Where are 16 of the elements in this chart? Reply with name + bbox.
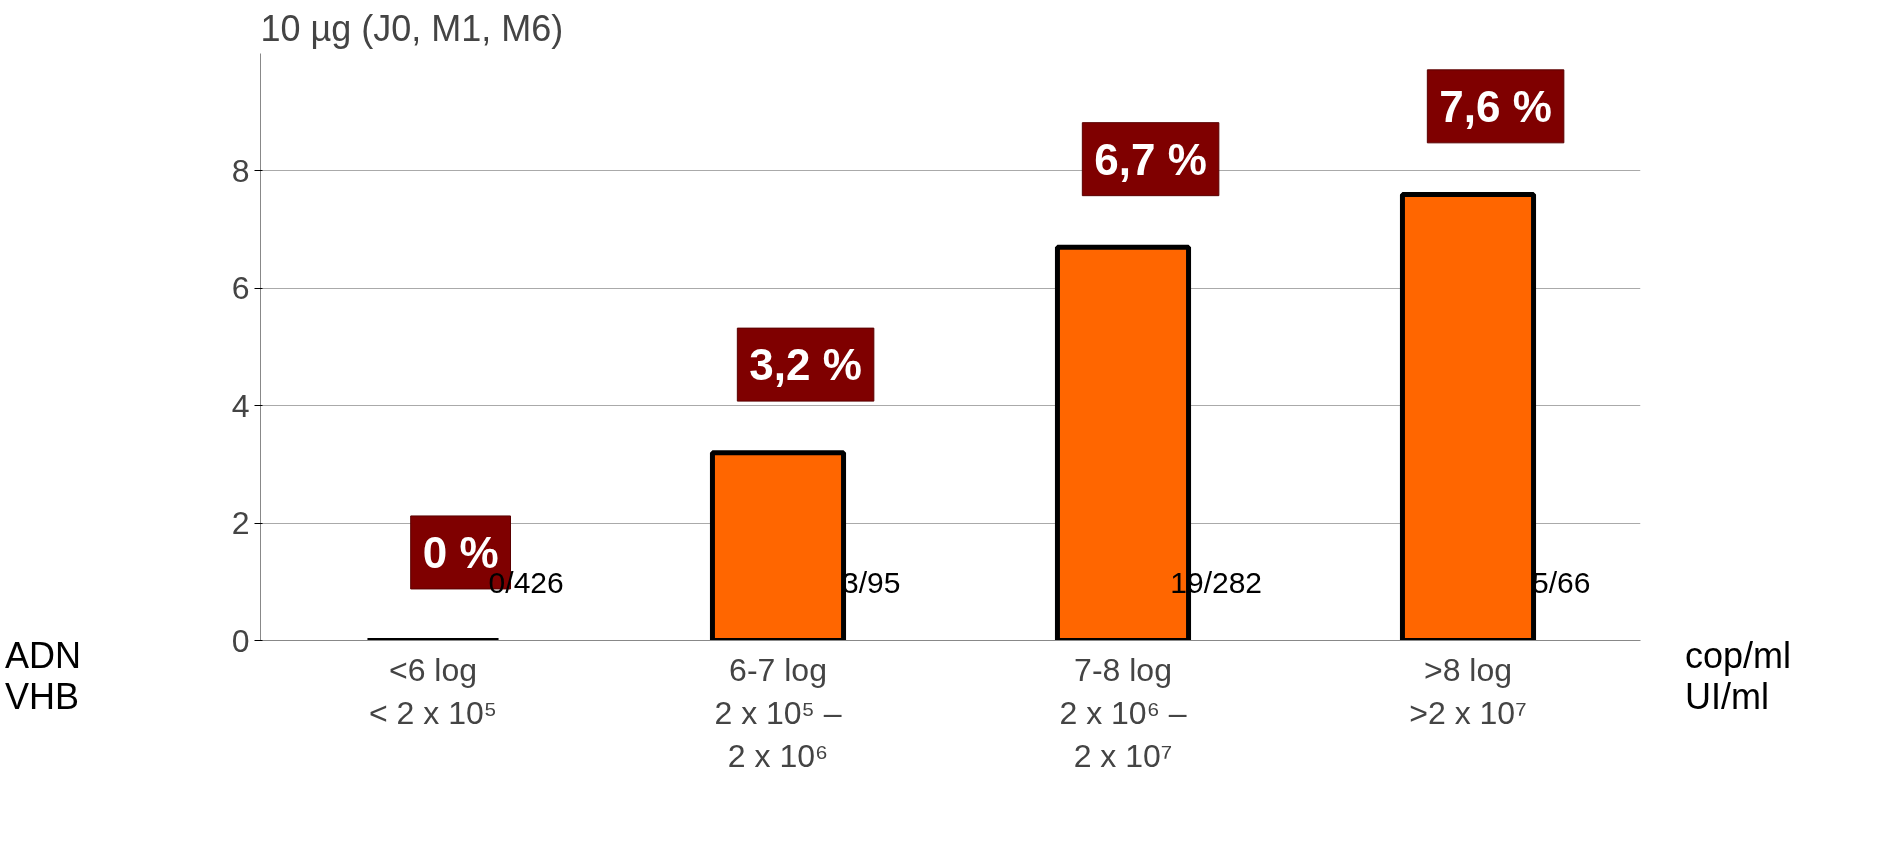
y-tick-label: 6 bbox=[231, 270, 250, 307]
text: ADN VHB bbox=[5, 635, 82, 718]
annotation: 3/95 bbox=[841, 566, 901, 600]
x-tick-label: 7-8 log 2 x 10⁶ – 2 x 10⁷ bbox=[1059, 651, 1187, 774]
x-tick-label: 6-7 log 2 x 10⁵ – 2 x 10⁶ bbox=[714, 651, 842, 774]
data-label: 6,7 % bbox=[1094, 134, 1207, 184]
text: cop/ml UI/ml bbox=[1685, 635, 1792, 718]
y-tick-label: 0 bbox=[231, 622, 250, 659]
chart-title: 10 µg (J0, M1, M6) bbox=[260, 7, 564, 49]
x-tick-label: >8 log >2 x 10⁷ bbox=[1409, 651, 1527, 731]
y-tick-label: 2 bbox=[231, 505, 250, 542]
y-tick-label: 4 bbox=[231, 387, 250, 424]
y-tick-label: 8 bbox=[231, 152, 250, 189]
x-tick-label: <6 log < 2 x 10⁵ bbox=[368, 651, 498, 731]
data-label: 7,6 % bbox=[1439, 81, 1552, 131]
data-label: 3,2 % bbox=[749, 340, 862, 390]
